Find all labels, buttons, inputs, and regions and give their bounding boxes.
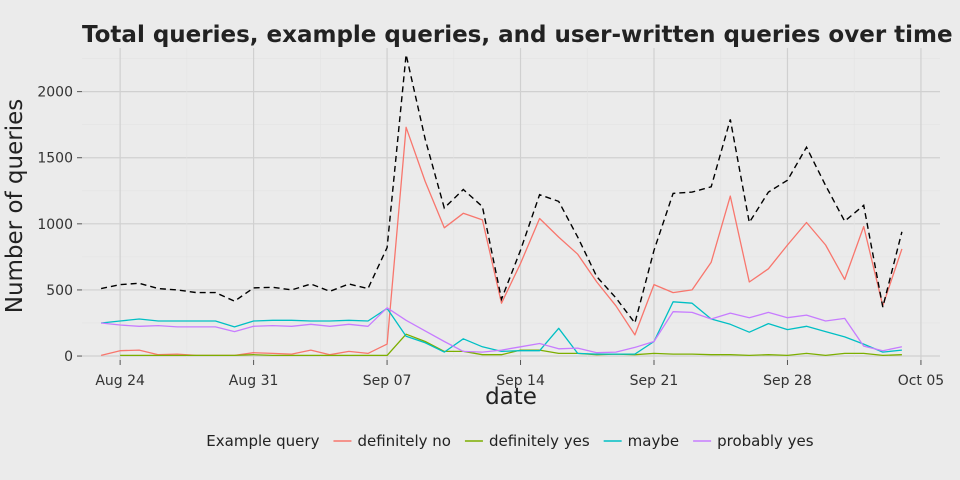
- x-tick-label: Aug 24: [95, 373, 145, 389]
- series-line-definitely-yes: [120, 333, 902, 357]
- y-tick-label: 1500: [37, 151, 73, 167]
- legend-label: probably yes: [717, 432, 814, 450]
- plot-background: [82, 48, 940, 360]
- x-tick-label: Sep 21: [630, 373, 679, 389]
- x-tick-label: Sep 28: [763, 373, 812, 389]
- series-line-maybe: [101, 301, 902, 355]
- plot-area: [82, 48, 940, 360]
- legend-title: Example query: [206, 432, 319, 450]
- y-tick-label: 1000: [37, 217, 73, 233]
- legend-label: maybe: [628, 432, 679, 450]
- legend: Example query definitely no definitely yes…: [206, 432, 813, 450]
- y-tick-label: 0: [64, 349, 73, 365]
- y-tick-label: 500: [46, 283, 73, 299]
- y-tick-label: 2000: [37, 85, 73, 101]
- x-tick-label: Sep 14: [496, 373, 545, 389]
- x-axis-label: date: [485, 384, 537, 410]
- legend-item: definitely no: [333, 432, 451, 450]
- total-queries-line: [100, 54, 903, 325]
- series-lines: [100, 54, 903, 357]
- chart-title: Total queries, example queries, and user…: [82, 22, 953, 48]
- x-tick-label: Aug 31: [229, 373, 279, 389]
- x-tick-label: Sep 07: [363, 373, 412, 389]
- y-axis-ticks: 0 500 1000 1500 2000: [37, 85, 82, 365]
- legend-label: definitely yes: [489, 432, 590, 450]
- series-line-probably-yes: [101, 307, 903, 354]
- x-axis-ticks: Aug 24 Aug 31 Sep 07 Sep 14 Sep 21 Sep 28 Oct …: [95, 360, 944, 389]
- y-axis-label: Number of queries: [2, 99, 28, 314]
- legend-item: definitely yes: [464, 432, 590, 450]
- x-tick-label: Oct 05: [898, 373, 944, 389]
- legend-label: definitely no: [357, 432, 450, 450]
- legend-item: probably yes: [693, 432, 814, 450]
- legend-item: maybe: [603, 432, 679, 450]
